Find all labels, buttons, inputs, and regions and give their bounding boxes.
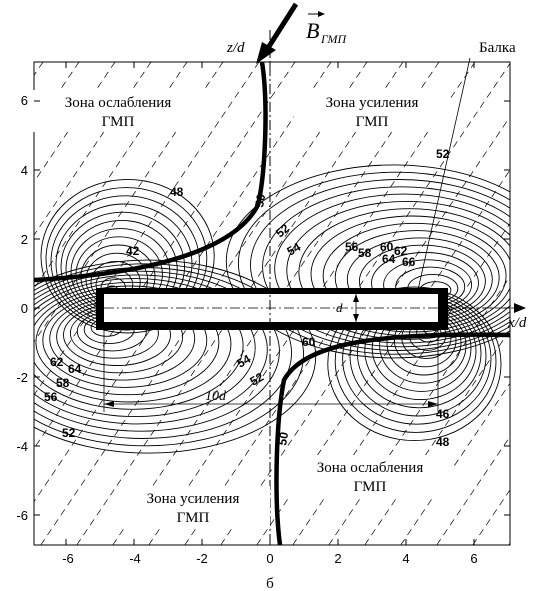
- contour-label: 64: [68, 362, 82, 376]
- contour-label: 58: [358, 246, 372, 260]
- field-arrow-head: [256, 42, 276, 64]
- contour-label: 58: [56, 376, 70, 390]
- subfigure-caption: б: [266, 576, 274, 591]
- zone-bottom-left-line1: Зона усиления: [147, 491, 240, 507]
- contour-label: 52: [248, 370, 267, 389]
- contour-label: 52: [436, 147, 450, 161]
- isoline-50-lower: [274, 332, 510, 545]
- z-axis-label: z/d: [226, 40, 245, 56]
- dimension-d-label: d: [336, 300, 343, 315]
- zone-bottom-right-line2: ГМП: [354, 479, 387, 495]
- contour-label: 50: [252, 193, 268, 209]
- contour-label: 42: [126, 244, 140, 258]
- zone-bottom-left-line2: ГМП: [177, 510, 210, 526]
- z-tick-label: -6: [16, 508, 28, 523]
- z-tick-label: -2: [16, 370, 28, 385]
- contour-label: 56: [44, 390, 58, 404]
- zone-labels: Зона ослабления ГМП Зона усиления ГМП Зо…: [32, 90, 454, 528]
- x-tick-label: 6: [470, 551, 477, 566]
- dimension-10d: 10d: [103, 330, 439, 412]
- axis-ticks: [34, 62, 510, 545]
- zone-bottom-right-line1: Зона ослабления: [317, 460, 424, 476]
- contour-label: 54: [285, 240, 304, 259]
- field-subscript: ГМП: [320, 32, 348, 46]
- plot-frame: [33, 61, 511, 546]
- zone-top-left-line1: Зона ослабления: [65, 95, 172, 111]
- z-tick-label: 6: [21, 93, 28, 108]
- contour-label: 48: [170, 185, 184, 199]
- z-tick-label: 4: [21, 163, 28, 178]
- x-axis-label: x/d: [507, 315, 527, 331]
- zone-top-left-line2: ГМП: [102, 114, 135, 130]
- contour-value-labels: 52 48 42 50 52 54 56 58 60 62 64 66 60 5…: [44, 147, 450, 449]
- x-axis-arrowhead: [514, 303, 526, 313]
- contour-label: 60: [302, 335, 316, 349]
- beam: [96, 288, 510, 330]
- beam-label: Балка: [479, 40, 516, 56]
- dimension-d: d: [336, 294, 359, 322]
- z-tick-label: -4: [16, 439, 28, 454]
- x-tick-label: -4: [129, 551, 141, 566]
- contour-label: 48: [436, 435, 450, 449]
- x-tick-label: -6: [62, 551, 74, 566]
- field-arrow-shaft: [265, 2, 299, 50]
- neutral-isolines: [34, 62, 510, 545]
- z-tick-label: 2: [21, 232, 28, 247]
- contour-label: 62: [50, 355, 64, 369]
- contour-label: 62: [394, 244, 408, 258]
- contour-label: 52: [273, 221, 292, 241]
- contour-label: 54: [235, 352, 254, 371]
- contour-label: 52: [62, 426, 76, 440]
- contour-label: 66: [402, 255, 416, 269]
- x-tick-label: -2: [196, 551, 208, 566]
- contour-label: 50: [275, 431, 291, 447]
- field-label: B ГМП: [306, 11, 348, 46]
- zone-top-right-line2: ГМП: [356, 114, 389, 130]
- field-symbol: B: [306, 18, 319, 43]
- contour-label: 56: [345, 240, 359, 254]
- contour-label: 46: [436, 407, 450, 421]
- z-tick-label: 0: [21, 301, 28, 316]
- x-tick-labels: -6 -4 -2 0 2 4 6: [62, 551, 477, 566]
- contour-label: 60: [380, 240, 394, 254]
- z-tick-labels: 6 4 2 0 -2 -4 -6: [16, 93, 28, 523]
- dimension-10d-label: 10d: [205, 389, 227, 404]
- beam-leader-line: [417, 57, 471, 291]
- zone-top-right-line1: Зона усиления: [326, 95, 419, 111]
- contour-label: 64: [382, 252, 396, 266]
- x-tick-label: 4: [402, 551, 409, 566]
- x-tick-label: 2: [334, 551, 341, 566]
- isoline-50-upper: [34, 62, 268, 283]
- x-tick-label: 0: [266, 551, 273, 566]
